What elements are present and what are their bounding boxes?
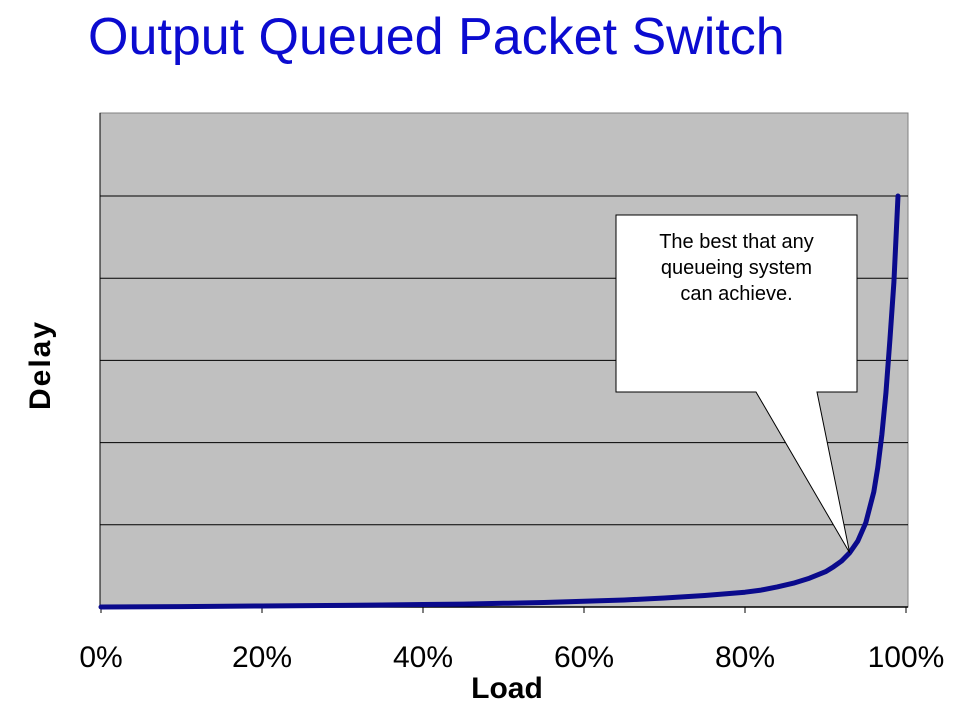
- x-tick-label-2: 40%: [393, 641, 453, 674]
- x-tick-label-4: 80%: [715, 641, 775, 674]
- x-tick-label-1: 20%: [232, 641, 292, 674]
- series-line-0: [98, 193, 901, 610]
- slide-title: Output Queued Packet Switch: [88, 8, 785, 66]
- callout-bubble-0: [615, 214, 858, 553]
- x-tick-label-0: 0%: [79, 641, 122, 674]
- x-tick-label-3: 60%: [554, 641, 614, 674]
- y-axis-title: Delay: [24, 320, 57, 410]
- x-tick-label-5: 100%: [868, 641, 945, 674]
- callout-text-line-2: can achieve.: [680, 283, 792, 305]
- callout: The best that any queueing system can achi…: [615, 214, 858, 553]
- x-axis-ticks: 0% 20% 40% 60% 80% 100%: [79, 607, 944, 674]
- x-axis-title: Load: [471, 672, 543, 705]
- callout-text-line-1: queueing system: [661, 257, 812, 279]
- callout-text-line-0: The best that any: [659, 231, 814, 253]
- series-group: [98, 193, 901, 610]
